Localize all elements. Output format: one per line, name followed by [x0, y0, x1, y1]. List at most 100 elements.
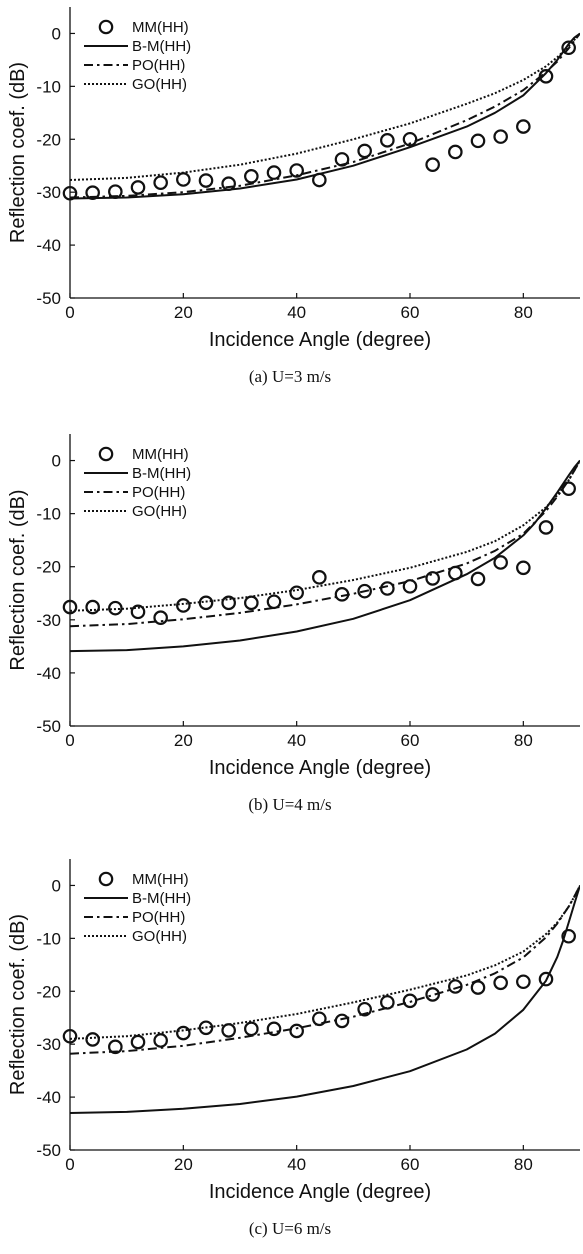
legend-label: PO(HH)	[132, 909, 185, 926]
data-point-mm	[108, 600, 123, 616]
data-point-mm	[221, 595, 236, 611]
y-tick-label: -20	[36, 982, 61, 1001]
data-point-mm	[85, 599, 100, 615]
data-point-mm	[334, 587, 350, 602]
data-point-mm	[289, 1023, 304, 1039]
data-point-mm	[380, 133, 395, 148]
legend-label: MM(HH)	[132, 446, 189, 463]
data-point-mm	[425, 987, 440, 1002]
data-point-mm	[561, 481, 576, 496]
legend-label: GO(HH)	[132, 503, 187, 520]
x-axis-label: Incidence Angle (degree)	[209, 757, 431, 779]
data-point-mm	[538, 971, 554, 987]
data-point-mm	[130, 180, 146, 195]
data-point-mm	[448, 565, 463, 581]
legend-marker-circle	[98, 19, 114, 35]
data-point-mm	[425, 571, 440, 586]
legend: MM(HH) B-M(HH) PO(HH) GO(HH)	[84, 19, 191, 93]
data-point-mm	[380, 995, 395, 1010]
data-point-mm	[130, 1034, 146, 1050]
x-tick-label: 40	[287, 303, 306, 322]
data-point-mm	[470, 571, 486, 587]
data-point-mm	[493, 975, 508, 991]
x-tick-label: 0	[65, 1155, 74, 1174]
data-point-mm	[538, 520, 554, 535]
x-tick-label: 20	[174, 731, 193, 750]
legend-label: B-M(HH)	[132, 465, 191, 482]
series-line-b-m-hh	[70, 459, 580, 653]
y-axis-label: Reflection coef. (dB)	[7, 489, 29, 670]
data-point-mm	[357, 1001, 372, 1017]
y-axis-label: Reflection coef. (dB)	[7, 62, 29, 243]
data-point-mm	[470, 133, 486, 149]
x-tick-label: 40	[287, 731, 306, 750]
data-point-mm	[289, 585, 304, 601]
data-point-mm	[380, 581, 395, 596]
x-tick-label: 80	[514, 1155, 533, 1174]
data-point-mm	[334, 1013, 350, 1029]
data-point-mm	[561, 40, 576, 56]
legend-label: MM(HH)	[132, 871, 189, 888]
y-tick-label: -30	[36, 611, 61, 630]
series-line-b-m-hh	[70, 32, 580, 200]
data-point-mm	[516, 560, 531, 576]
y-tick-label: -50	[36, 1141, 61, 1160]
data-point-mm	[176, 172, 191, 187]
data-point-mm	[561, 928, 576, 944]
legend: MM(HH) B-M(HH) PO(HH) GO(HH)	[84, 871, 191, 945]
legend-marker-circle	[98, 871, 114, 887]
x-tick-label: 60	[401, 303, 420, 322]
series-line-go-hh	[70, 32, 580, 181]
data-point-mm	[176, 1025, 191, 1041]
data-point-mm	[85, 1032, 100, 1047]
panel-caption: (a) U=3 m/s	[249, 367, 331, 386]
y-tick-label: -40	[36, 236, 61, 255]
legend-label: PO(HH)	[132, 57, 185, 74]
data-point-mm	[402, 993, 418, 1009]
data-point-mm	[62, 185, 78, 201]
y-tick-label: -50	[36, 289, 61, 308]
legend-label: PO(HH)	[132, 484, 185, 501]
y-tick-label: -40	[36, 1088, 61, 1107]
legend-marker-circle	[98, 446, 114, 462]
series-line-go-hh	[70, 885, 580, 1040]
data-point-mm	[312, 570, 327, 585]
x-tick-label: 0	[65, 303, 74, 322]
panel-caption: (c) U=6 m/s	[249, 1219, 331, 1238]
data-point-mm	[266, 594, 282, 610]
legend: MM(HH) B-M(HH) PO(HH) GO(HH)	[84, 446, 191, 520]
legend-label: GO(HH)	[132, 76, 187, 93]
x-tick-label: 80	[514, 731, 533, 750]
data-point-mm	[516, 974, 531, 990]
data-point-mm	[312, 172, 327, 188]
data-point-mm	[516, 119, 531, 134]
data-point-mm	[266, 165, 282, 180]
data-point-mm	[244, 1021, 259, 1037]
x-tick-label: 20	[174, 303, 193, 322]
data-point-mm	[62, 599, 78, 615]
data-point-mm	[470, 980, 486, 995]
data-point-mm	[289, 163, 304, 178]
data-point-mm	[244, 595, 259, 611]
x-tick-label: 60	[401, 731, 420, 750]
y-tick-label: -30	[36, 1035, 61, 1054]
data-point-mm	[493, 555, 508, 570]
x-axis-label: Incidence Angle (degree)	[209, 329, 431, 351]
x-tick-label: 20	[174, 1155, 193, 1174]
data-point-mm	[402, 131, 418, 147]
data-point-mm	[244, 169, 259, 184]
panel-caption: (b) U=4 m/s	[248, 795, 331, 814]
y-tick-label: -30	[36, 183, 61, 202]
x-axis-label: Incidence Angle (degree)	[209, 1181, 431, 1203]
data-point-mm	[108, 184, 123, 199]
series-line-po-hh	[70, 460, 580, 628]
data-point-mm	[402, 579, 418, 594]
legend-label: B-M(HH)	[132, 38, 191, 55]
data-point-mm	[266, 1021, 282, 1037]
data-point-mm	[153, 610, 168, 625]
